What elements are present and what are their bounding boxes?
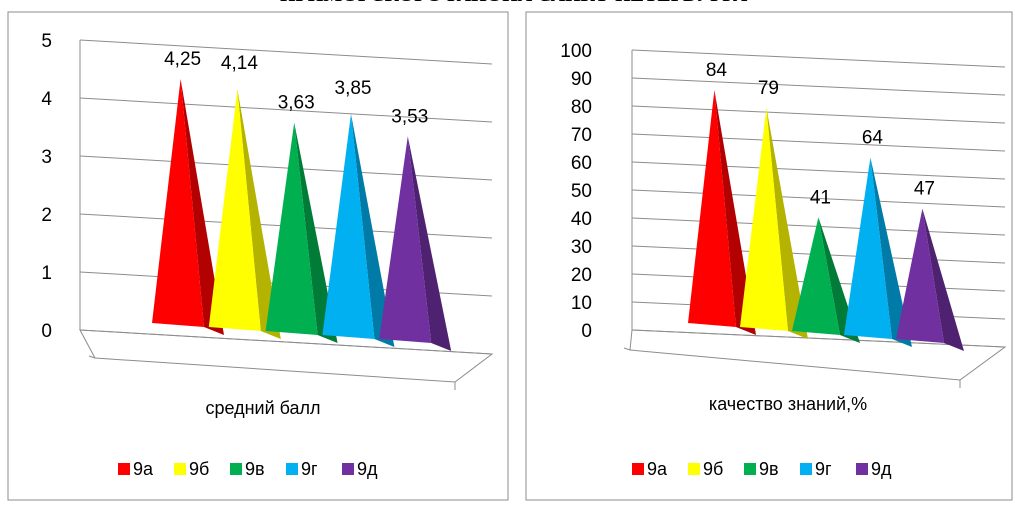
y-tick-label: 0 <box>581 321 592 342</box>
legend-swatch <box>744 463 756 475</box>
y-tick-label: 2 <box>41 205 52 226</box>
y-tick-label: 80 <box>571 97 592 118</box>
pyramid-side-face <box>237 89 281 339</box>
y-tick-label: 20 <box>571 265 592 286</box>
legend-swatch <box>688 463 700 475</box>
legend-label: 9б <box>703 459 723 479</box>
y-tick-label: 60 <box>571 153 592 174</box>
legend-label: 9а <box>133 459 154 479</box>
pyramid-front-face <box>688 90 736 328</box>
legend-swatch <box>632 463 644 475</box>
y-tick-label: 5 <box>41 31 52 52</box>
pyramid-front-face <box>322 113 375 340</box>
pyramid-side-face <box>351 113 395 348</box>
gridline <box>79 97 493 123</box>
pyramid-side-face <box>294 122 338 343</box>
legend-swatch <box>856 463 868 475</box>
legend-label: 9а <box>647 459 668 479</box>
data-label: 84 <box>706 60 728 81</box>
gridline <box>631 105 1006 124</box>
x-axis-title: средний балл <box>205 398 320 418</box>
legend-label: 9д <box>357 459 378 479</box>
x-axis-title: качество знаний,% <box>709 394 867 414</box>
data-label: 41 <box>810 187 831 208</box>
gridline <box>631 49 1006 68</box>
gridline <box>631 161 1006 180</box>
legend-swatch <box>342 463 354 475</box>
floor-tick <box>88 355 96 359</box>
legend-swatch <box>230 463 242 475</box>
gridline <box>79 155 493 181</box>
chart-average-score: 0 1 2 3 4 5 4,25 4,14 3,63 3,85 3,53 средний балл 9а… <box>7 11 509 501</box>
pyramid-front-face <box>740 107 788 331</box>
pyramid-front-face <box>208 89 261 331</box>
y-tick-label: 40 <box>571 209 592 230</box>
pyramid-front-face <box>265 122 318 335</box>
data-label: 4,14 <box>221 53 258 74</box>
chart-knowledge-quality: 0 10 20 30 40 50 60 70 80 90 100 84 79 41 64 47 качество… <box>525 11 1013 501</box>
pyramid-side-face <box>922 208 964 351</box>
pyramid-side-face <box>180 78 224 335</box>
y-tick-label: 10 <box>571 293 592 314</box>
y-tick-label: 3 <box>41 147 52 168</box>
y-tick-label: 50 <box>571 181 592 202</box>
pyramid-side-face <box>766 107 808 339</box>
pyramid-front-face <box>896 208 944 343</box>
gridline <box>631 189 1006 208</box>
y-tick-label: 30 <box>571 237 592 258</box>
page-title: ПРИМОРСКОГО РАЙОНА САНКТ-ПЕТЕРБУРГА <box>280 0 1015 14</box>
legend-label: 9б <box>189 459 209 479</box>
y-tick-label: 1 <box>41 263 52 284</box>
data-label: 3,85 <box>335 78 372 99</box>
y-tick-label: 90 <box>571 69 592 90</box>
y-tick-label: 70 <box>571 125 592 146</box>
y-tick-label: 0 <box>41 321 52 342</box>
data-label: 64 <box>862 128 884 149</box>
y-tick-label: 100 <box>560 41 592 62</box>
legend-label: 9г <box>301 459 318 479</box>
legend-swatch <box>286 463 298 475</box>
pyramid-front-face <box>152 78 204 327</box>
legend-label: 9в <box>245 459 265 479</box>
pyramid-side-face <box>407 136 452 351</box>
y-tick-label: 4 <box>41 89 52 110</box>
gridline <box>79 39 493 65</box>
legend-label: 9в <box>759 459 779 479</box>
pyramid-front-face <box>844 157 892 339</box>
data-label: 4,25 <box>164 49 201 70</box>
legend-swatch <box>118 463 130 475</box>
floor-tick <box>623 347 631 351</box>
gridline <box>631 133 1006 152</box>
legend-label: 9д <box>871 459 892 479</box>
data-label: 3,63 <box>278 93 315 114</box>
pyramid-side-face <box>714 90 756 336</box>
pyramid-side-face <box>870 157 912 347</box>
pyramid-front-face <box>379 136 432 343</box>
data-label: 47 <box>914 179 935 200</box>
legend-label: 9г <box>815 459 832 479</box>
legend-swatch <box>174 463 186 475</box>
pyramid-front-face <box>792 217 840 335</box>
data-label: 79 <box>758 78 779 99</box>
data-label: 3,53 <box>391 106 428 127</box>
legend-swatch <box>800 463 812 475</box>
gridline <box>631 77 1006 96</box>
